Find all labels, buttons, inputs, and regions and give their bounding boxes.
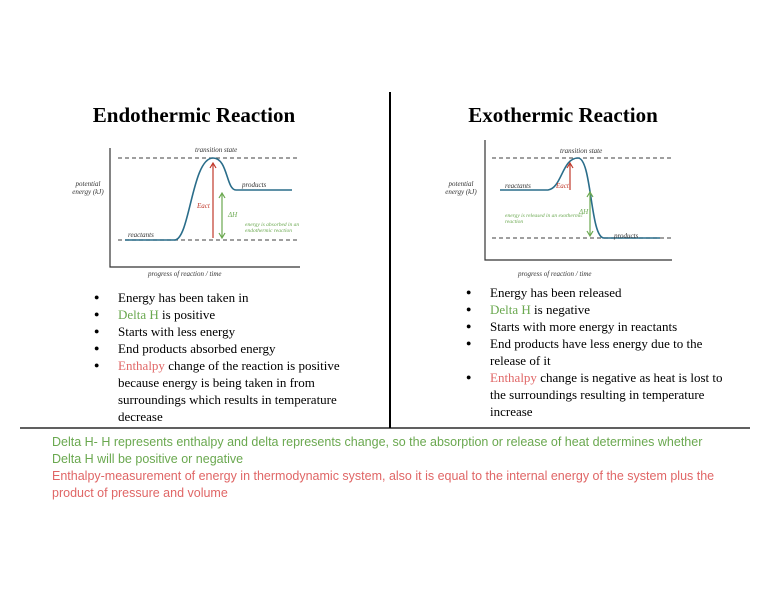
delta-label: ΔH xyxy=(579,208,589,216)
delta-label: ΔH xyxy=(228,211,238,219)
notes: Delta H- H represents enthalpy and delta… xyxy=(52,434,722,502)
bullet-term: Delta H xyxy=(490,302,531,317)
peak-label: transition state xyxy=(560,147,603,155)
bullet: Enthalpy change is negative as heat is l… xyxy=(466,369,736,420)
bullet-text: Energy has been released xyxy=(490,285,622,300)
bullet: Delta H is negative xyxy=(466,301,736,318)
bullet: End products have less energy due to the… xyxy=(466,335,736,369)
note-text: Enthalpy-measurement of energy in thermo… xyxy=(52,469,715,500)
bullet-text: End products absorbed energy xyxy=(118,341,276,356)
reactants-label: reactants xyxy=(505,182,531,190)
activation-label: Eact xyxy=(197,202,210,210)
products-label: products xyxy=(614,232,639,240)
bullet-text: Energy has been taken in xyxy=(118,290,249,305)
diagram-note: energy is released in an exothermic reac… xyxy=(505,213,583,225)
bullet: Starts with more energy in reactants xyxy=(466,318,736,335)
bullet: Enthalpy change of the reaction is posit… xyxy=(94,357,384,425)
bullet-text: is positive xyxy=(162,307,216,322)
bullet-text: change is negative as heat is lost to th… xyxy=(490,370,723,419)
bullet: Energy has been released xyxy=(466,284,736,301)
bullet-term: Delta H xyxy=(118,307,159,322)
peak-label: transition state xyxy=(195,146,238,154)
bullet-text: End products have less energy due to the… xyxy=(490,336,703,368)
bullet: Delta H is positive xyxy=(94,306,384,323)
y-axis-label: potential energy (kJ) xyxy=(445,180,477,196)
x-axis-label: progress of reaction / time xyxy=(148,270,222,278)
bullet-list: Energy has been taken inDelta H is posit… xyxy=(94,289,384,425)
panel-title: Endothermic Reaction xyxy=(92,103,296,127)
activation-label: Eact xyxy=(556,182,569,190)
panel-title: Exothermic Reaction xyxy=(468,103,658,127)
diagram-note: energy is absorbed in an endothermic rea… xyxy=(245,222,300,234)
bullet-text: Starts with less energy xyxy=(118,324,236,339)
y-axis-label: potential energy (kJ) xyxy=(72,180,104,196)
bullet-list: Energy has been releasedDelta H is negat… xyxy=(466,284,736,420)
bullet: Energy has been taken in xyxy=(94,289,384,306)
products-label: products xyxy=(242,181,267,189)
bullet-term: Enthalpy xyxy=(118,358,165,373)
bullet: End products absorbed energy xyxy=(94,340,384,357)
bullet-text: change of the reaction is positive becau… xyxy=(118,358,340,424)
reactants-label: reactants xyxy=(128,231,154,239)
bullet: Starts with less energy xyxy=(94,323,384,340)
bullet-text: Starts with more energy in reactants xyxy=(490,319,678,334)
bullet-text: is negative xyxy=(534,302,591,317)
bullet-term: Enthalpy xyxy=(490,370,537,385)
note-text: Delta H- H represents enthalpy and delta… xyxy=(52,435,703,466)
x-axis-label: progress of reaction / time xyxy=(518,270,592,278)
